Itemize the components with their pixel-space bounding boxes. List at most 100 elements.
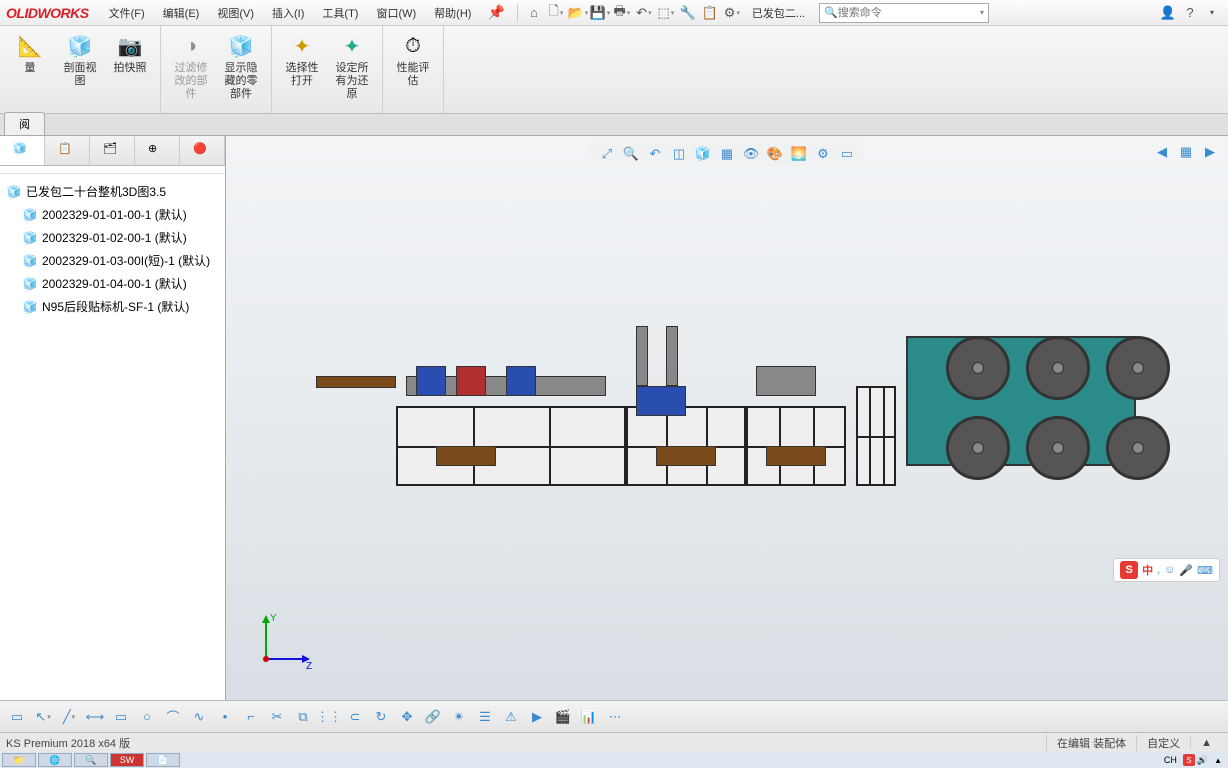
zoom-fit-icon[interactable]: ⤢: [597, 144, 617, 164]
point-tool-icon[interactable]: •: [214, 706, 236, 728]
select-icon[interactable]: ⬚: [656, 3, 676, 23]
doc-title[interactable]: 已发包二...: [744, 2, 813, 24]
property-tab[interactable]: 📋: [45, 136, 90, 165]
subassembly-icon: 🧊: [22, 276, 38, 292]
tree-item[interactable]: 🧊2002329-01-01-00-1 (默认): [4, 203, 221, 226]
search-input[interactable]: [838, 7, 980, 19]
pattern-tool-icon[interactable]: ⋮⋮: [318, 706, 340, 728]
convert-tool-icon[interactable]: ↻: [370, 706, 392, 728]
status-custom[interactable]: 自定义: [1136, 735, 1190, 751]
explode-tool-icon[interactable]: ✴: [448, 706, 470, 728]
offset-tool-icon[interactable]: ⊂: [344, 706, 366, 728]
home-icon[interactable]: ⌂: [524, 3, 544, 23]
fillet-tool-icon[interactable]: ⌐: [240, 706, 262, 728]
menu-tools[interactable]: 工具(T): [314, 2, 366, 24]
hide-show-icon[interactable]: 👁: [741, 144, 761, 164]
tray-chevron-icon[interactable]: ▲: [1210, 756, 1226, 765]
cursor-icon[interactable]: ▭: [6, 706, 28, 728]
menu-window[interactable]: 窗口(W): [368, 2, 424, 24]
menu-file[interactable]: 文件(F): [101, 2, 153, 24]
print-icon[interactable]: 🖶: [612, 3, 632, 23]
arc-tool-icon[interactable]: ⌒: [162, 706, 184, 728]
dimxpert-tab[interactable]: ⊕: [135, 136, 180, 165]
mate-tool-icon[interactable]: 🔗: [422, 706, 444, 728]
graphics-viewport[interactable]: ⤢ 🔍 ↶ ◫ 🧊 ▦ 👁 🎨 🌅 ⚙ ▭ ◀ ▦ ▶ Y: [226, 136, 1228, 732]
taskbar-app-2[interactable]: 🌐: [38, 753, 72, 767]
taskbar-app-3[interactable]: 🔍: [74, 753, 108, 767]
taskbar-app-4[interactable]: SW: [110, 753, 144, 767]
bom-tool-icon[interactable]: ☰: [474, 706, 496, 728]
save-icon[interactable]: 💾: [590, 3, 610, 23]
user-icon[interactable]: 👤: [1158, 3, 1178, 23]
panel-tabs: 🧊 📋 🗂 ⊕ 🔴: [0, 136, 225, 166]
undo-icon[interactable]: ↶: [634, 3, 654, 23]
zoom-area-icon[interactable]: 🔍: [621, 144, 641, 164]
tree-item[interactable]: 🧊N95后段贴标机-SF-1 (默认): [4, 295, 221, 318]
rebuild-icon[interactable]: 🔧: [678, 3, 698, 23]
chevron-down-icon[interactable]: ▾: [1202, 3, 1222, 23]
apply-scene-icon[interactable]: 🌅: [789, 144, 809, 164]
move-tool-icon[interactable]: ✥: [396, 706, 418, 728]
appearance-tab[interactable]: 🔴: [180, 136, 225, 165]
new-icon[interactable]: 🗋: [546, 3, 566, 23]
restore-all-button[interactable]: ✦设定所有为还原: [330, 30, 374, 103]
tray-sound-icon[interactable]: 🔊: [1197, 755, 1208, 766]
snapshot-button[interactable]: 📷拍快照: [108, 30, 152, 90]
smart-dim-icon[interactable]: ⟷: [84, 706, 106, 728]
line-tool-icon[interactable]: ╱: [58, 706, 80, 728]
pin-icon[interactable]: 📌: [487, 4, 504, 21]
view-settings-icon[interactable]: ⚙: [813, 144, 833, 164]
tree-root[interactable]: 🧊 已发包二十台整机3D图3.5: [4, 180, 221, 203]
circle-tool-icon[interactable]: ○: [136, 706, 158, 728]
ime-indicator[interactable]: S 中 , ☺ 🎤 ⌨: [1113, 558, 1220, 582]
settings-icon[interactable]: ⚙: [722, 3, 742, 23]
options-icon[interactable]: 📋: [700, 3, 720, 23]
performance-button[interactable]: ⏱性能评估: [391, 30, 435, 90]
mirror-tool-icon[interactable]: ⧉: [292, 706, 314, 728]
config-tab[interactable]: 🗂: [90, 136, 135, 165]
simulation-icon[interactable]: 📊: [578, 706, 600, 728]
search-dropdown-icon[interactable]: ▾: [980, 8, 984, 17]
tree-item-label: N95后段贴标机-SF-1 (默认): [42, 298, 189, 315]
tree-item[interactable]: 🧊2002329-01-03-00I(短)-1 (默认): [4, 249, 221, 272]
search-box[interactable]: 🔍 ▾: [819, 3, 989, 23]
help-icon[interactable]: ?: [1180, 3, 1200, 23]
select-tool-icon[interactable]: ↖: [32, 706, 54, 728]
feature-tree-tab[interactable]: 🧊: [0, 136, 45, 165]
tree-item[interactable]: 🧊2002329-01-02-00-1 (默认): [4, 226, 221, 249]
spline-tool-icon[interactable]: ∿: [188, 706, 210, 728]
more-tools-icon[interactable]: ⋯: [604, 706, 626, 728]
menu-view[interactable]: 视图(V): [209, 2, 262, 24]
interference-icon[interactable]: ⚠: [500, 706, 522, 728]
tray-ime-icon[interactable]: S: [1183, 754, 1195, 766]
viewport-layout-icon[interactable]: ▭: [837, 144, 857, 164]
edit-appearance-icon[interactable]: 🎨: [765, 144, 785, 164]
showhide-button[interactable]: 🧊显示隐藏的零部件: [219, 30, 263, 103]
tray-lang[interactable]: CH: [1160, 755, 1181, 765]
taskbar-app-1[interactable]: 📁: [2, 753, 36, 767]
subassembly-icon: 🧊: [22, 230, 38, 246]
motion-tool-icon[interactable]: ▶: [526, 706, 548, 728]
measure-button[interactable]: 📐量: [8, 30, 52, 90]
selective-open-button[interactable]: ✦选择性打开: [280, 30, 324, 103]
prev-view-icon[interactable]: ↶: [645, 144, 665, 164]
taskbar-app-5[interactable]: 📄: [146, 753, 180, 767]
expand-panel-icon[interactable]: ◀: [1152, 142, 1172, 162]
status-arrow-icon[interactable]: ▲: [1190, 737, 1222, 749]
tree-item[interactable]: 🧊2002329-01-04-00-1 (默认): [4, 272, 221, 295]
task-pane-icon[interactable]: ▦: [1176, 142, 1196, 162]
section-icon[interactable]: ◫: [669, 144, 689, 164]
rect-tool-icon[interactable]: ▭: [110, 706, 132, 728]
menu-edit[interactable]: 编辑(E): [155, 2, 208, 24]
section-view-button[interactable]: 🧊剖面视图: [58, 30, 102, 90]
view-orient-icon[interactable]: 🧊: [693, 144, 713, 164]
render-tool-icon[interactable]: 🎬: [552, 706, 574, 728]
menu-insert[interactable]: 插入(I): [264, 2, 312, 24]
collapse-icon[interactable]: ▶: [1200, 142, 1220, 162]
display-style-icon[interactable]: ▦: [717, 144, 737, 164]
open-icon[interactable]: 📂: [568, 3, 588, 23]
tab-review[interactable]: 阅: [4, 112, 45, 135]
menu-help[interactable]: 帮助(H): [426, 2, 479, 24]
filter-button[interactable]: ◑过滤修改的部件: [169, 30, 213, 103]
trim-tool-icon[interactable]: ✂: [266, 706, 288, 728]
